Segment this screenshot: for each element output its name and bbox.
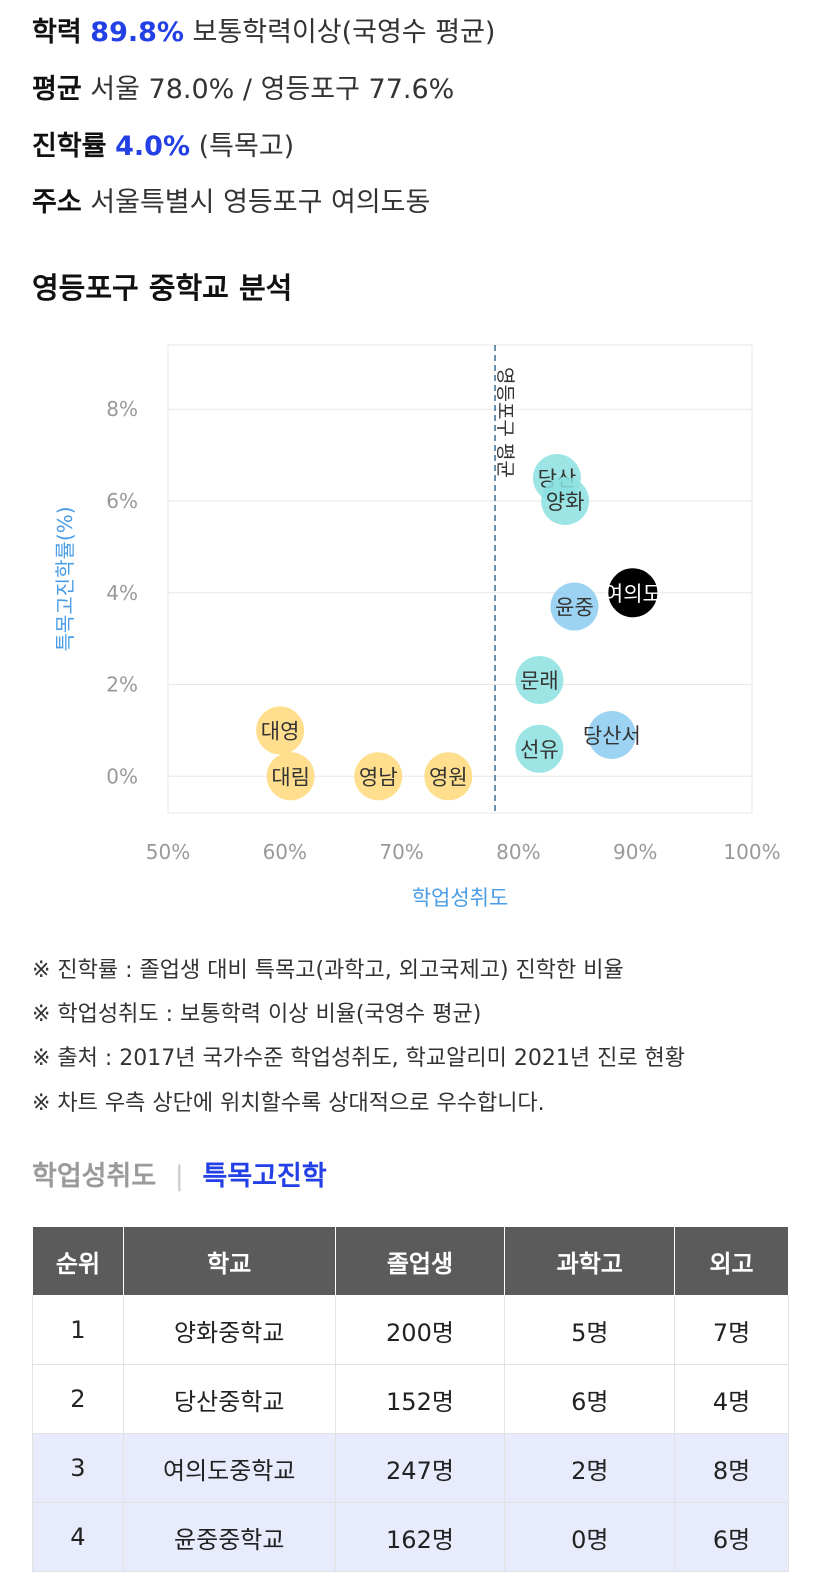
scatter-point: [256, 706, 305, 755]
point-label: 선유: [520, 738, 559, 762]
advance-label: 진학률: [32, 131, 107, 162]
cell-graduates: 200명: [334, 1295, 506, 1365]
note-1: ※ 진학률 : 졸업생 대비 특목고(과학고, 외고국제고) 진학한 비율: [32, 958, 624, 983]
note-2: ※ 학업성취도 : 보통학력 이상 비율(국영수 평균): [32, 1002, 482, 1027]
x-tick-label: 80%: [496, 840, 540, 864]
point-label: 윤중: [555, 596, 594, 620]
advance-value: 4.0%: [115, 131, 191, 162]
scatter-chart: 0% 2% 4% 6% 8% 50% 60% 70% 80% 90% 100% 학업성취도 특목고진학률…: [53, 344, 781, 910]
point-label: 영남: [359, 765, 398, 789]
address-text: 서울특별시 영등포구 여의도동: [90, 187, 431, 218]
cell-school: 당산중학교: [122, 1364, 336, 1434]
y-tick-label: 4%: [106, 581, 138, 605]
cell-science: 6명: [504, 1364, 676, 1434]
scatter-point: [541, 477, 590, 525]
table-row: 2 당산중학교 152명 6명 4명: [32, 1364, 789, 1434]
info-average: 평균 서울 78.0% / 영등포구 77.6%: [32, 73, 454, 107]
cell-foreign: 7명: [674, 1295, 789, 1365]
scatter-point: [608, 568, 658, 618]
cell-graduates: 247명: [334, 1433, 506, 1503]
cell-school: 양화중학교: [122, 1295, 336, 1365]
cell-foreign: 6명: [674, 1502, 789, 1572]
cell-foreign: 4명: [674, 1364, 789, 1434]
point-label: 영원: [429, 765, 468, 789]
x-tick-label: 100%: [723, 840, 780, 864]
advance-desc: (특목고): [198, 131, 295, 162]
scatter-point: [550, 582, 599, 631]
info-academic: 학력 89.8% 보통학력이상(국영수 평균): [32, 16, 495, 50]
average-text: 서울 78.0% / 영등포구 77.6%: [90, 74, 455, 105]
scatter-point: [354, 752, 403, 801]
x-tick-label: 90%: [613, 840, 657, 864]
header-graduates: 졸업생: [334, 1226, 506, 1296]
note-4: ※ 차트 우측 상단에 위치할수록 상대적으로 우수합니다.: [32, 1091, 545, 1116]
address-label: 주소: [32, 187, 82, 218]
point-label: 대림: [271, 765, 310, 789]
cell-science: 2명: [504, 1433, 676, 1503]
plot-frame: [167, 344, 753, 814]
y-tick-label: 8%: [106, 397, 138, 421]
point-label: 문래: [520, 669, 559, 693]
x-tick-label: 50%: [146, 840, 190, 864]
scatter-point: [515, 724, 564, 773]
y-tick-label: 2%: [106, 673, 138, 697]
cell-graduates: 152명: [334, 1364, 506, 1434]
section-title: 영등포구 중학교 분석: [32, 271, 293, 305]
point-label: 대영: [261, 719, 300, 743]
academic-desc: 보통학력이상(국영수 평균): [192, 17, 496, 48]
y-tick-label: 0%: [106, 764, 138, 788]
header-rank: 순위: [32, 1226, 124, 1296]
academic-label: 학력: [32, 17, 82, 48]
x-tick-label: 70%: [379, 840, 423, 864]
info-advance: 진학률 4.0% (특목고): [32, 130, 294, 164]
point-label: 당산서: [583, 724, 641, 748]
cell-rank: 3: [32, 1433, 124, 1503]
table-row: 3 여의도중학교 247명 2명 8명: [32, 1433, 789, 1503]
tab-divider: |: [174, 1161, 184, 1192]
cell-school: 윤중중학교: [122, 1502, 336, 1572]
table-row: 4 윤중중학교 162명 0명 6명: [32, 1502, 789, 1572]
scatter-point: [424, 752, 473, 801]
table-row: 1 양화중학교 200명 5명 7명: [32, 1295, 789, 1365]
cell-graduates: 162명: [334, 1502, 506, 1572]
cell-school: 여의도중학교: [122, 1433, 336, 1503]
cell-foreign: 8명: [674, 1433, 789, 1503]
header-school: 학교: [122, 1226, 336, 1296]
y-tick-label: 6%: [106, 489, 138, 513]
point-label: 양화: [546, 490, 585, 514]
x-axis-label: 학업성취도: [412, 886, 509, 910]
tab-special-school[interactable]: 특목고진학: [202, 1161, 327, 1192]
cell-rank: 2: [32, 1364, 124, 1434]
scatter-point: [266, 752, 315, 801]
y-axis-label: 특목고진학률(%): [53, 506, 77, 651]
x-tick-label: 60%: [263, 840, 307, 864]
table-header-row: 순위 학교 졸업생 과학고 외고: [32, 1226, 789, 1296]
average-label: 평균: [32, 74, 82, 105]
academic-value: 89.8%: [90, 17, 184, 48]
header-science: 과학고: [504, 1226, 676, 1296]
header-foreign: 외고: [674, 1226, 789, 1296]
scatter-point: [515, 655, 564, 704]
point-label: 여의도: [604, 582, 662, 606]
scatter-point: [587, 711, 636, 759]
ranking-table: 순위 학교 졸업생 과학고 외고 1 양화중학교 200명 5명 7명 2 당산…: [32, 1226, 789, 1572]
reference-line-label: 영등포구 평균: [494, 367, 516, 478]
cell-science: 5명: [504, 1295, 676, 1365]
tab-academic[interactable]: 학업성취도: [32, 1161, 157, 1192]
cell-rank: 1: [32, 1295, 124, 1365]
cell-rank: 4: [32, 1502, 124, 1572]
tab-bar: 학업성취도 | 특목고진학: [32, 1154, 327, 1193]
info-address: 주소 서울특별시 영등포구 여의도동: [32, 186, 430, 220]
note-3: ※ 출처 : 2017년 국가수준 학업성취도, 학교알리미 2021년 진로 …: [32, 1046, 686, 1071]
cell-science: 0명: [504, 1502, 676, 1572]
